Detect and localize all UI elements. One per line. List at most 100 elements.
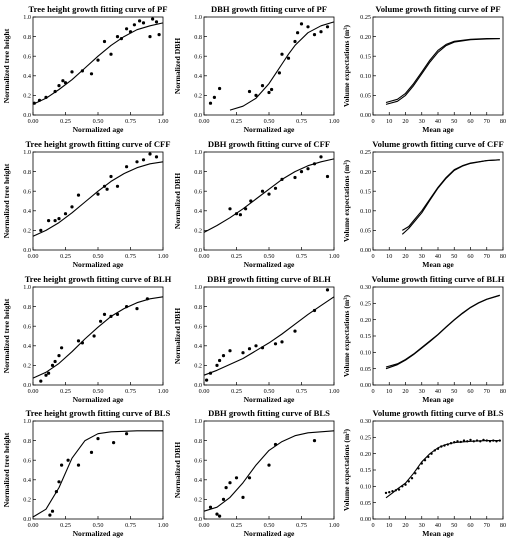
data-point — [63, 212, 68, 216]
x-tick-label: 50 — [451, 118, 457, 125]
y-tick-label: 0.4 — [23, 73, 31, 80]
y-tick-label: 0.4 — [23, 477, 31, 484]
x-tick-label: 50 — [451, 388, 457, 395]
y-tick-label: 0.8 — [194, 438, 202, 445]
data-point — [154, 155, 159, 159]
x-tick-label: 1.00 — [158, 388, 169, 395]
y-tick-label: 0.00 — [360, 247, 371, 254]
data-point — [404, 483, 407, 486]
data-point — [32, 101, 36, 105]
x-tick-label: 0.50 — [264, 253, 275, 260]
data-point — [273, 186, 278, 190]
data-point — [138, 19, 142, 23]
data-point — [296, 31, 300, 35]
data-point — [224, 486, 228, 490]
chart-panel: Volume growth fitting curve of PF 0 10 20 30… — [342, 4, 506, 134]
x-tick-label: 0.25 — [231, 522, 242, 529]
data-point — [109, 52, 113, 56]
data-point — [325, 288, 330, 292]
data-point — [66, 458, 70, 462]
data-point — [433, 449, 436, 452]
y-tick-label: 0.8 — [194, 34, 202, 41]
y-tick-label: 0.10 — [360, 73, 371, 80]
y-axis-label: Normalized tree height — [2, 163, 11, 238]
x-axis-label: Normalized age — [244, 125, 295, 134]
y-tick-label: 0.0 — [194, 247, 202, 254]
chart-panel: DBH growth fitting curve of BLH 0.00 0.25 0… — [173, 274, 339, 404]
data-point — [286, 56, 291, 60]
y-tick-label: 0.2 — [23, 93, 31, 100]
y-tick-label: 0.20 — [360, 317, 371, 324]
x-tick-label: 80 — [500, 522, 506, 529]
data-point — [391, 490, 394, 493]
x-tick-label: 0.00 — [199, 522, 210, 529]
y-tick-label: 0.25 — [360, 435, 371, 442]
data-point — [299, 22, 304, 26]
x-tick-label: 0 — [371, 253, 374, 260]
data-point — [44, 95, 48, 99]
y-axis-label: Normalized DBH — [173, 442, 182, 498]
data-point — [37, 98, 42, 102]
data-point — [80, 341, 84, 345]
x-axis-label: Normalized age — [73, 529, 124, 538]
x-tick-label: 1.00 — [158, 253, 169, 260]
data-point — [145, 297, 149, 301]
y-tick-label: 0.25 — [360, 301, 371, 308]
x-tick-label: 50 — [451, 522, 457, 529]
x-tick-label: 10 — [386, 388, 392, 395]
x-tick-label: 70 — [484, 253, 490, 260]
x-tick-label: 70 — [484, 388, 490, 395]
y-tick-label: 1.0 — [23, 149, 31, 156]
data-point — [306, 25, 310, 29]
chart-title: DBH growth fitting curve of BLH — [207, 274, 331, 284]
y-tick-label: 0.0 — [194, 112, 202, 119]
y-axis-label: Normalized tree height — [2, 298, 11, 373]
x-tick-label: 0.00 — [28, 118, 39, 125]
x-tick-label: 0.75 — [296, 253, 307, 260]
y-tick-label: 0.4 — [23, 208, 31, 215]
y-tick-label: 0.00 — [360, 516, 371, 523]
y-tick-label: 0.2 — [194, 228, 202, 235]
chart-title: DBH growth fitting curve of CFF — [208, 139, 330, 149]
data-point — [57, 480, 61, 484]
data-point — [488, 440, 492, 443]
data-point — [92, 334, 96, 338]
x-axis-label: Normalized age — [244, 260, 295, 269]
data-point — [319, 155, 323, 159]
data-point — [47, 219, 51, 223]
x-tick-label: 60 — [467, 388, 473, 395]
data-point — [462, 439, 466, 442]
data-point — [115, 312, 120, 316]
x-tick-label: 0.25 — [231, 253, 242, 260]
y-tick-label: 0.0 — [23, 247, 31, 254]
data-point — [234, 476, 239, 480]
plot-frame — [372, 420, 504, 520]
plot-frame — [32, 286, 164, 386]
data-point — [397, 488, 401, 491]
fitted-curve — [203, 158, 335, 233]
data-point — [273, 442, 278, 447]
data-point — [61, 79, 65, 83]
data-point — [270, 87, 274, 92]
fitted-curve — [32, 430, 163, 518]
fitted-curve-secondary — [385, 38, 500, 105]
x-tick-label: 20 — [402, 118, 408, 125]
data-point — [125, 432, 129, 436]
y-tick-label: 1.0 — [194, 284, 202, 291]
data-point — [319, 30, 323, 34]
x-tick-label: 1.00 — [329, 522, 340, 529]
data-point — [99, 319, 103, 323]
chart-title: Volume growth fitting curve of BLH — [372, 274, 505, 284]
y-axis-label: Normalized tree height — [2, 28, 11, 103]
x-tick-label: 0.75 — [125, 522, 136, 529]
y-axis-label: Volume expectations (m³) — [342, 159, 351, 242]
x-tick-label: 20 — [402, 253, 408, 260]
x-tick-label: 30 — [419, 118, 425, 125]
x-tick-label: 0.75 — [125, 388, 136, 395]
x-tick-label: 70 — [484, 522, 490, 529]
data-point — [456, 440, 459, 443]
data-point — [50, 509, 55, 513]
chart-panel: Tree height growth fitting curve of PF 0.… — [2, 4, 168, 134]
data-point — [125, 27, 129, 31]
y-tick-label: 0.8 — [23, 34, 31, 41]
